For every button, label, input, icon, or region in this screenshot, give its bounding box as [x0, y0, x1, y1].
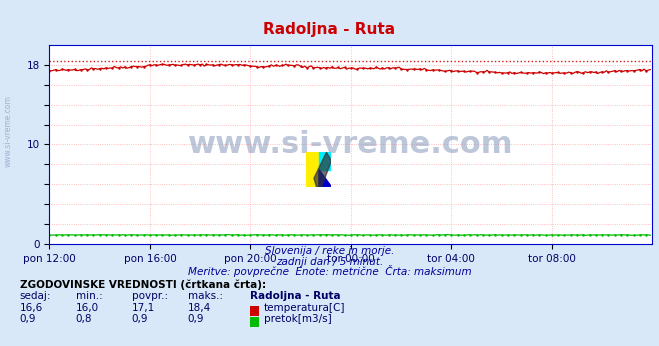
Text: ZGODOVINSKE VREDNOSTI (črtkana črta):: ZGODOVINSKE VREDNOSTI (črtkana črta):: [20, 279, 266, 290]
Text: 16,0: 16,0: [76, 303, 99, 313]
Text: Meritve: povprečne  Enote: metrične  Črta: maksimum: Meritve: povprečne Enote: metrične Črta:…: [188, 265, 471, 277]
Text: temperatura[C]: temperatura[C]: [264, 303, 345, 313]
Text: Radoljna - Ruta: Radoljna - Ruta: [250, 291, 341, 301]
Text: 17,1: 17,1: [132, 303, 155, 313]
Text: 18,4: 18,4: [188, 303, 211, 313]
Text: 0,9: 0,9: [188, 315, 204, 325]
Text: 0,9: 0,9: [132, 315, 148, 325]
Text: maks.:: maks.:: [188, 291, 223, 301]
Text: zadnji dan / 5 minut.: zadnji dan / 5 minut.: [276, 257, 383, 267]
Text: sedaj:: sedaj:: [20, 291, 51, 301]
Text: Slovenija / reke in morje.: Slovenija / reke in morje.: [265, 246, 394, 256]
Polygon shape: [319, 152, 331, 170]
Text: 0,9: 0,9: [20, 315, 36, 325]
Text: min.:: min.:: [76, 291, 103, 301]
Text: 0,8: 0,8: [76, 315, 92, 325]
Text: 16,6: 16,6: [20, 303, 43, 313]
Text: www.si-vreme.com: www.si-vreme.com: [188, 130, 513, 159]
Text: pretok[m3/s]: pretok[m3/s]: [264, 315, 331, 325]
Text: Radoljna - Ruta: Radoljna - Ruta: [264, 22, 395, 37]
Text: www.si-vreme.com: www.si-vreme.com: [3, 95, 13, 167]
Polygon shape: [319, 170, 331, 187]
Text: povpr.:: povpr.:: [132, 291, 168, 301]
Polygon shape: [314, 152, 331, 187]
Polygon shape: [306, 152, 319, 187]
